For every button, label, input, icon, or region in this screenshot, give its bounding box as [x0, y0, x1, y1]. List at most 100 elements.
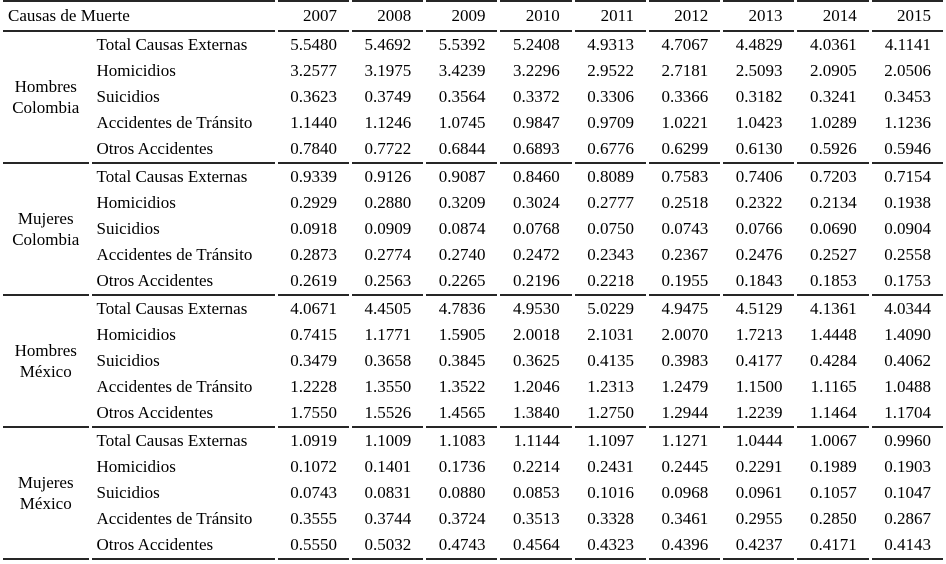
cause-label: Otros Accidentes [91, 268, 275, 296]
value-cell: 1.0221 [661, 113, 709, 132]
value-cell: 4.0361 [809, 35, 857, 54]
value-cell: 0.3983 [661, 351, 709, 370]
table-row: Hombres México Total Causas Externas 4.0671… [3, 296, 943, 428]
value-cell: 3.2577 [290, 61, 337, 80]
value-cell: 0.4284 [809, 351, 857, 370]
value-cell: 5.5480 [290, 35, 337, 54]
value-cell: 0.6130 [723, 136, 795, 164]
cause-label: Total Causas Externas [96, 431, 248, 450]
value-cell: 1.2313 [587, 377, 634, 396]
cause-label: Total Causas Externas [96, 299, 248, 318]
value-cell: 2.1031 [587, 325, 634, 344]
value-cell: 1.7213 [735, 325, 783, 344]
value-cell: 0.8089 [587, 167, 634, 186]
value-cell: 0.7840 [277, 136, 349, 164]
value-cell: 0.2134 [809, 193, 857, 212]
year-column-header: 2015 [871, 0, 943, 32]
value-cell: 0.5946 [871, 136, 943, 164]
year-column-header: 2012 [648, 0, 721, 32]
value-cell: 0.9847 [512, 113, 560, 132]
cause-label: Accidentes de Tránsito [96, 509, 253, 528]
value-cell: 0.4171 [797, 532, 869, 560]
value-cell: 2.9522 [587, 61, 634, 80]
group-label-line: Colombia [12, 230, 80, 249]
value-cell: 1.2239 [723, 400, 795, 428]
value-cell: 0.0968 [661, 483, 709, 502]
cause-label: Accidentes de Tránsito [96, 245, 253, 264]
value-cell: 2.0070 [661, 325, 709, 344]
year-column-header: 2014 [797, 0, 869, 32]
value-cell: 0.0743 [290, 483, 337, 502]
value-cell: 0.7722 [351, 136, 424, 164]
value-cell: 0.1736 [438, 457, 486, 476]
value-cell: 0.1016 [587, 483, 634, 502]
value-cell: 4.5129 [735, 299, 783, 318]
cause-label: Accidentes de Tránsito [96, 377, 253, 396]
value-cell: 5.2408 [512, 35, 560, 54]
value-cell: 1.3840 [500, 400, 572, 428]
table-row: Homicidios 0.1072 0.1401 0.1736 0.2214 0.2431… [3, 454, 943, 480]
value-cell: 0.0961 [735, 483, 783, 502]
year-column-header: 2007 [277, 0, 349, 32]
value-cell: 0.2619 [277, 268, 349, 296]
value-cell: 0.3625 [512, 351, 560, 370]
value-cell: 0.2867 [884, 509, 931, 528]
value-cell: 0.7203 [809, 167, 857, 186]
value-cell: 0.0853 [512, 483, 560, 502]
value-cell: 5.4692 [364, 35, 412, 54]
value-cell: 4.0671 [290, 299, 337, 318]
value-cell: 1.1165 [810, 377, 857, 396]
table-row: Hombres Colombia Total Causas Externas 5.54… [3, 32, 943, 164]
value-cell: 1.2750 [574, 400, 646, 428]
value-cell: 4.7067 [661, 35, 709, 54]
table-row: Otros Accidentes 1.7550 1.5526 1.4565 1.3840… [3, 400, 943, 428]
cause-label: Suicidios [96, 483, 160, 502]
value-cell: 1.1246 [364, 113, 412, 132]
value-cell: 0.2777 [587, 193, 634, 212]
value-cell: 0.2214 [512, 457, 560, 476]
value-cell: 0.2265 [426, 268, 498, 296]
value-cell: 1.1704 [871, 400, 943, 428]
table-row: Suicidios 0.3479 0.3658 0.3845 0.3625 0.4135 0… [3, 348, 943, 374]
value-cell: 0.3724 [438, 509, 486, 528]
value-cell: 0.0831 [364, 483, 412, 502]
value-cell: 0.4237 [723, 532, 795, 560]
value-cell: 0.7583 [661, 167, 709, 186]
value-cell: 0.7154 [884, 167, 931, 186]
cause-label: Accidentes de Tránsito [96, 113, 253, 132]
table-header-row: Causas de Muerte 2007 2008 2009 2010 2011 201… [3, 0, 943, 32]
value-cell: 0.2196 [500, 268, 572, 296]
value-cell: 0.0768 [512, 219, 560, 238]
value-cell: 0.3555 [290, 509, 337, 528]
value-cell: 0.2929 [290, 193, 337, 212]
value-cell: 1.4090 [884, 325, 931, 344]
value-cell: 2.0506 [884, 61, 931, 80]
value-cell: 1.2479 [661, 377, 709, 396]
value-cell: 0.3328 [587, 509, 634, 528]
value-cell: 1.2228 [290, 377, 337, 396]
table-row: Accidentes de Tránsito 0.3555 0.3744 0.3724… [3, 506, 943, 532]
value-cell: 0.6844 [426, 136, 498, 164]
value-cell: 0.2322 [735, 193, 783, 212]
year-column-header: 2013 [723, 0, 795, 32]
value-cell: 4.9475 [661, 299, 709, 318]
value-cell: 0.1989 [809, 457, 857, 476]
value-cell: 0.4564 [500, 532, 572, 560]
cause-label: Homicidios [96, 457, 176, 476]
value-cell: 0.1955 [648, 268, 721, 296]
value-cell: 4.1141 [884, 35, 931, 54]
value-cell: 3.1975 [364, 61, 412, 80]
value-cell: 0.4177 [735, 351, 783, 370]
value-cell: 1.1271 [661, 431, 709, 450]
value-cell: 0.1057 [809, 483, 857, 502]
table-row: Accidentes de Tránsito 0.2873 0.2774 0.2740… [3, 242, 943, 268]
group-label: Mujeres México [3, 428, 89, 560]
table-row: Homicidios 3.2577 3.1975 3.4239 3.2296 2.9522… [3, 58, 943, 84]
value-cell: 1.7550 [277, 400, 349, 428]
value-cell: 0.3241 [809, 87, 857, 106]
value-cell: 1.1083 [438, 431, 486, 450]
table-row: Otros Accidentes 0.7840 0.7722 0.6844 0.6893… [3, 136, 943, 164]
table-row: Suicidios 0.3623 0.3749 0.3564 0.3372 0.3306 0… [3, 84, 943, 110]
value-cell: 0.5926 [797, 136, 869, 164]
group-label-line: Hombres [14, 77, 77, 96]
